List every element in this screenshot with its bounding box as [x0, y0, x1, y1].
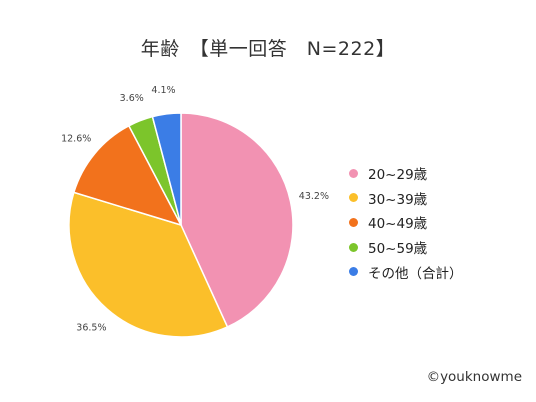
legend-label: 30~39歳	[368, 191, 428, 208]
legend-swatch	[349, 267, 358, 277]
slice-value-label: 36.5%	[76, 322, 106, 333]
legend: 20~29歳 30~39歳 40~49歳 50~59歳 その他（合計）	[349, 161, 463, 284]
pie-slice	[151, 112, 182, 226]
legend-label: 40~49歳	[368, 216, 428, 233]
legend-label: 50~59歳	[368, 241, 428, 258]
legend-label: その他（合計）	[368, 265, 463, 282]
chart-title: 年齢 【単一回答 N=222】	[140, 38, 396, 60]
copyright-notice: ©youknowme	[426, 369, 522, 385]
legend-item: 30~39歳	[349, 186, 463, 211]
slice-value-label: 4.1%	[151, 85, 175, 96]
legend-item: その他（合計）	[349, 259, 463, 284]
legend-swatch	[349, 217, 358, 227]
slice-value-label: 3.6%	[120, 93, 144, 104]
legend-item: 50~59歳	[349, 235, 463, 260]
pie-slice	[72, 124, 183, 227]
legend-swatch	[349, 193, 358, 203]
pie-slice	[180, 112, 294, 328]
legend-item: 40~49歳	[349, 210, 463, 235]
legend-item: 20~29歳	[349, 161, 463, 186]
slice-value-label: 12.6%	[61, 133, 91, 144]
legend-swatch	[349, 168, 358, 178]
pie-slice	[68, 191, 229, 338]
legend-label: 20~29歳	[368, 167, 428, 184]
legend-swatch	[349, 242, 358, 252]
slice-value-label: 43.2%	[299, 191, 329, 202]
